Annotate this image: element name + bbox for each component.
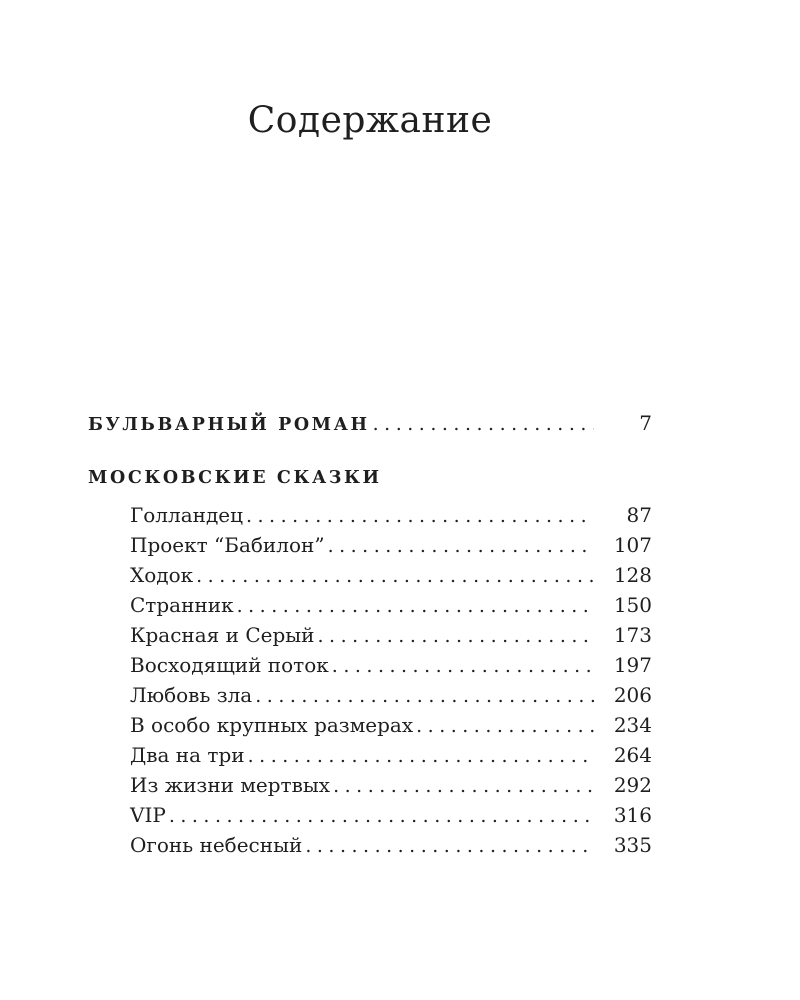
dot-leader [196,561,594,591]
dot-leader [246,501,594,531]
toc-entry-page: 234 [613,713,652,737]
dot-leader [416,711,594,741]
toc-entry-label: Огонь небесный [130,833,303,857]
toc-entry: Красная и Серый 173 [88,621,652,651]
toc-entry-page: 264 [613,743,652,767]
toc-entry-page: 150 [613,593,652,617]
dot-leader [169,801,594,831]
toc-entry: Странник 150 [88,591,652,621]
dot-leader [333,771,594,801]
dot-leader [248,741,594,771]
toc-entry: Огонь небесный 335 [88,831,652,861]
dot-leader [328,531,594,561]
dot-leader [318,621,594,651]
toc-entry-page: 7 [639,411,652,435]
toc-entry: VIP 316 [88,801,652,831]
toc-entry-page: 206 [613,683,652,707]
toc-entry-page: 316 [613,803,652,827]
toc-entry-label: Восходящий поток [130,653,329,677]
toc-entry-label: Красная и Серый [130,623,315,647]
toc-entry-label: Из жизни мертвых [130,773,331,797]
toc-section-header: МОСКОВСКИЕ СКАЗКИ [88,464,652,493]
toc-entry-label: VIP [130,803,166,827]
toc-entry-label: БУЛЬВАРНЫЙ РОМАН [88,415,370,435]
toc-entry: Любовь зла 206 [88,681,652,711]
toc-entry-page: 87 [626,503,652,527]
dot-leader [237,591,594,621]
dot-leader [305,831,594,861]
toc-entry-label: Проект “Бабилон” [130,533,325,557]
toc-entry-top: БУЛЬВАРНЫЙ РОМАН 7 [88,409,652,440]
toc-entry: Проект “Бабилон” 107 [88,531,652,561]
toc-entry-label: В особо крупных размерах [130,713,414,737]
toc-entry-page: 173 [613,623,652,647]
toc-entry: В особо крупных размерах 234 [88,711,652,741]
dot-leader [332,651,594,681]
toc-entry-label: Ходок [130,563,194,587]
toc-entry: Два на три 264 [88,741,652,771]
toc-entry: Голландец 87 [88,501,652,531]
page-title: Содержание [247,100,493,141]
toc-entry-label: Странник [130,593,234,617]
toc-entry-page: 128 [613,563,652,587]
dot-leader [255,681,594,711]
toc-entry-label: Два на три [130,743,245,767]
toc-entry: Восходящий поток 197 [88,651,652,681]
toc-entry-label: Голландец [130,503,243,527]
dot-leader [373,409,594,439]
toc-entry-label: Любовь зла [130,683,253,707]
table-of-contents: БУЛЬВАРНЫЙ РОМАН 7 МОСКОВСКИЕ СКАЗКИ Гол… [88,409,652,861]
toc-entry-page: 292 [613,773,652,797]
toc-entry-page: 335 [613,833,652,857]
toc-entry: Из жизни мертвых 292 [88,771,652,801]
toc-entry-page: 197 [613,653,652,677]
toc-entries: Голландец 87 Проект “Бабилон” 107 Ходок … [88,501,652,861]
toc-entry: Ходок 128 [88,561,652,591]
toc-entry-page: 107 [613,533,652,557]
toc-section-header-label: МОСКОВСКИЕ СКАЗКИ [88,468,382,488]
